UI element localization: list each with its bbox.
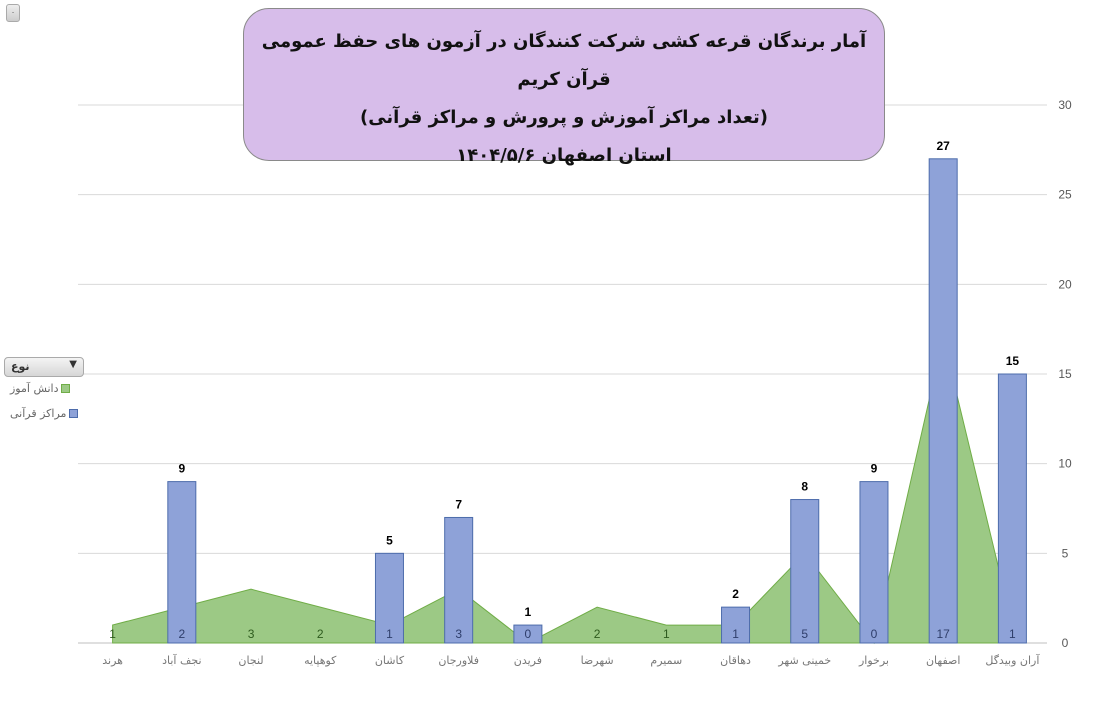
- y-tick-label: 25: [1058, 188, 1072, 202]
- bar-value-label: 9: [178, 462, 185, 476]
- area-value-label: 2: [317, 627, 324, 641]
- x-tick-label: نجف آباد: [162, 653, 201, 667]
- area-value-label: 1: [109, 627, 116, 641]
- x-tick-label: دهاقان: [720, 654, 751, 667]
- area-value-label: 5: [801, 627, 808, 641]
- gridlines: [78, 104, 1047, 644]
- area-value-label: 3: [248, 627, 255, 641]
- bar-value-label: 8: [801, 480, 808, 494]
- bar-quran-centers: [928, 158, 958, 644]
- x-tick-label: سمیرم: [650, 654, 682, 667]
- area-students: [112, 338, 1013, 645]
- type-filter-dropdown[interactable]: نوع ▼: [4, 357, 84, 377]
- bar-quran-centers: [859, 481, 889, 644]
- x-tick-label: کاشان: [375, 654, 405, 667]
- bar-value-label: 7: [455, 497, 462, 511]
- title-line-2: (تعداد مراکز آموزش و پرورش و مراکز قرآنی…: [359, 107, 769, 128]
- bar-quran-centers: [167, 481, 197, 644]
- legend-item-quran-centers: مراکز قرآنی: [10, 407, 79, 420]
- x-tick-label: فلاورجان: [438, 654, 479, 667]
- area-value-label: 0: [871, 627, 878, 641]
- legend-swatch-blue: [69, 409, 79, 418]
- x-tick-label: فریدن: [514, 654, 542, 667]
- field-button[interactable]: ٠: [6, 4, 20, 22]
- bar-value-label: 15: [1006, 354, 1020, 368]
- filter-label: نوع: [11, 360, 30, 373]
- x-tick-label: هرند: [102, 654, 123, 667]
- x-axis: هرند نجف آباد لنجان کوهپایه کاشان فلاورجان فری…: [102, 653, 1040, 667]
- chart-title: آمار برندگان قرعه کشی شرکت کنندگان در آز…: [243, 8, 885, 166]
- x-tick-label: اصفهان: [926, 654, 960, 667]
- y-tick-label: 10: [1058, 457, 1072, 471]
- area-value-label: 17: [936, 627, 950, 641]
- bar-quran-centers: [721, 606, 751, 644]
- area-value-label: 1: [1009, 627, 1016, 641]
- y-tick-label: 30: [1058, 98, 1072, 112]
- area-value-label: 3: [455, 627, 462, 641]
- y-tick-label: 15: [1058, 367, 1072, 381]
- y-tick-label: 0: [1062, 636, 1069, 650]
- bar-value-label: 5: [386, 533, 393, 547]
- x-tick-label: شهرضا: [581, 654, 614, 667]
- area-value-label: 2: [594, 627, 601, 641]
- bar-value-label: 1: [525, 605, 532, 619]
- dropdown-arrow-icon: ▼: [69, 359, 77, 370]
- x-tick-label: آران وبیدگل: [985, 653, 1040, 667]
- bar-quran-centers: [790, 499, 820, 644]
- legend-item-students: دانش آموز: [10, 382, 71, 395]
- area-value-label: 1: [386, 627, 393, 641]
- area-value-label: 2: [178, 627, 185, 641]
- bar-quran-centers: [374, 552, 404, 644]
- bar-value-label: 27: [936, 139, 950, 153]
- bar-quran-centers: [444, 516, 474, 644]
- bar-value-label: 9: [871, 462, 878, 476]
- title-line-1: آمار برندگان قرعه کشی شرکت کنندگان در آز…: [261, 31, 867, 90]
- x-tick-label: خمینی شهر: [777, 654, 831, 667]
- title-line-3: استان اصفهان ۱۴۰۴/۵/۶: [456, 145, 672, 166]
- legend-label: مراکز قرآنی: [10, 407, 67, 420]
- bar-value-label: 2: [732, 587, 739, 601]
- x-tick-label: لنجان: [238, 654, 263, 667]
- area-value-label: 0: [525, 627, 532, 641]
- area-value-label: 1: [663, 627, 670, 641]
- bar-series: [167, 158, 1027, 644]
- y-tick-label: 20: [1058, 277, 1072, 291]
- y-tick-label: 5: [1062, 546, 1069, 560]
- x-tick-label: برخوار: [858, 654, 889, 667]
- y-axis: 0 5 10 15 20 25 30: [1058, 98, 1072, 650]
- legend-label: دانش آموز: [10, 382, 59, 395]
- area-value-label: 1: [732, 627, 739, 641]
- bar-quran-centers: [997, 373, 1027, 644]
- area-series: [112, 338, 1013, 645]
- x-tick-label: کوهپایه: [304, 654, 337, 667]
- bar-quran-centers: [513, 624, 543, 644]
- legend-swatch-green: [61, 384, 71, 393]
